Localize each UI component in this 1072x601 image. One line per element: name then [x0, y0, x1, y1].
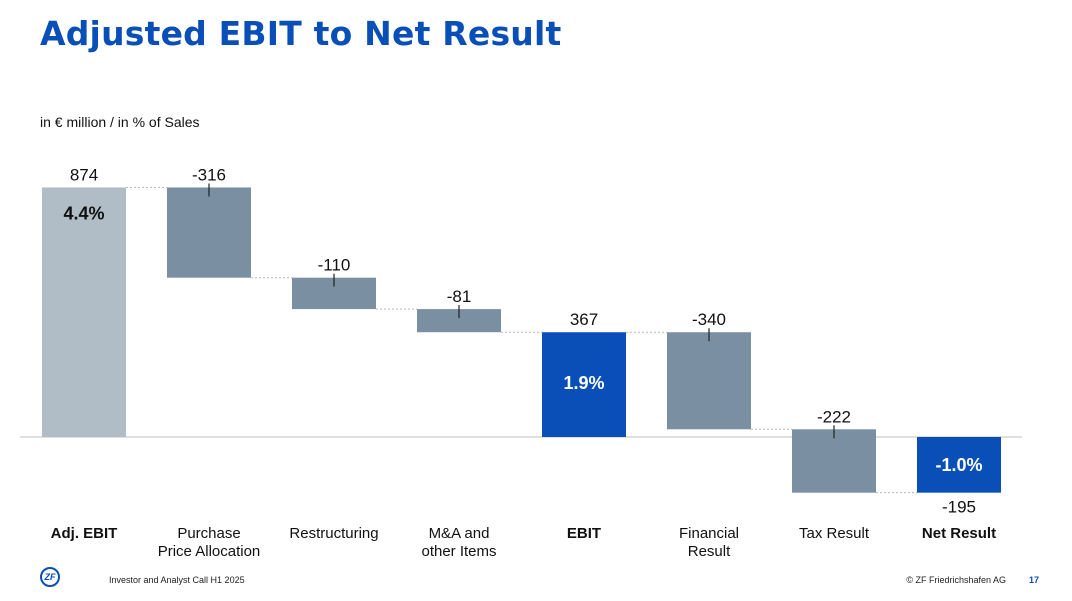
value-label: 874: [70, 165, 98, 184]
page-title: Adjusted EBIT to Net Result: [40, 14, 562, 53]
category-label: Result: [688, 543, 731, 560]
page-number: 17: [1028, 575, 1039, 585]
footer-event-text: Investor and Analyst Call H1 2025: [109, 575, 245, 585]
category-label: Tax Result: [799, 525, 870, 542]
category-label: other Items: [421, 543, 496, 560]
footer-copyright: © ZF Friedrichshafen AG: [906, 575, 1006, 585]
waterfall-bar: [42, 187, 126, 437]
waterfall-bar: [792, 429, 876, 493]
waterfall-bar: [917, 437, 1001, 493]
value-label: -195: [942, 498, 976, 517]
waterfall-bar: [417, 309, 501, 333]
value-label: 367: [570, 310, 598, 329]
waterfall-bar: [667, 332, 751, 430]
category-label: Purchase: [177, 525, 240, 542]
value-label: -316: [192, 165, 226, 184]
percent-label: 4.4%: [63, 203, 104, 223]
value-label: -222: [817, 407, 851, 426]
category-label: M&A and: [429, 525, 490, 542]
category-label: Financial: [679, 525, 739, 542]
value-label: -81: [447, 287, 472, 306]
category-label: EBIT: [567, 525, 601, 542]
value-label: -340: [692, 310, 726, 329]
zf-logo-icon: ZF: [40, 567, 60, 587]
chart-subtitle: in € million / in % of Sales: [40, 114, 200, 130]
category-label: Net Result: [922, 525, 996, 542]
value-label: -110: [318, 256, 351, 275]
waterfall-bar: [542, 332, 626, 437]
category-label: Adj. EBIT: [51, 525, 118, 542]
percent-label: 1.9%: [563, 373, 604, 393]
waterfall-bar: [167, 187, 251, 278]
category-label: Price Allocation: [158, 543, 261, 560]
percent-label: -1.0%: [935, 455, 982, 475]
category-label: Restructuring: [289, 525, 378, 542]
